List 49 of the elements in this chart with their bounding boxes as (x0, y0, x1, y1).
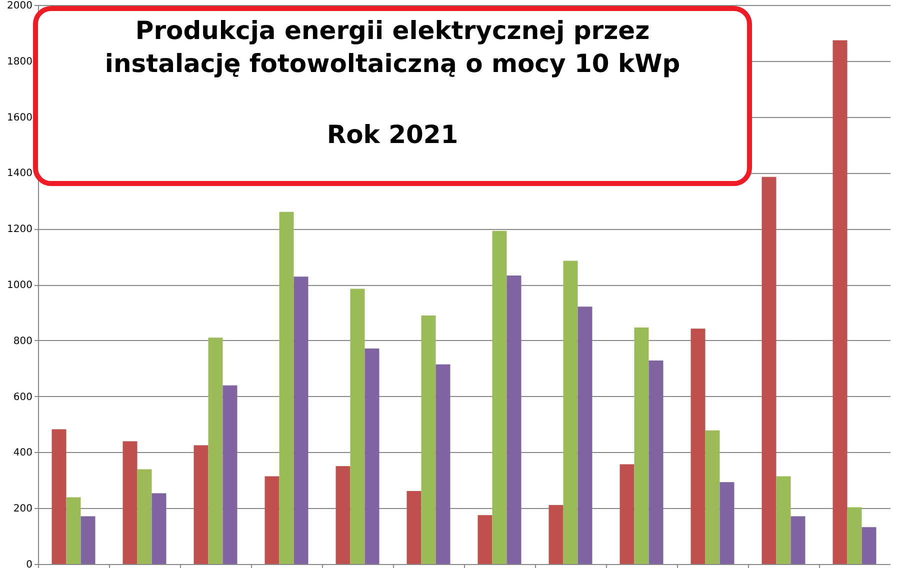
bar (122, 441, 138, 564)
bar (620, 464, 634, 564)
bar (137, 469, 152, 564)
bar (80, 516, 96, 564)
y-tick-label: 2000 (7, 0, 32, 12)
y-tick-label: 800 (13, 336, 32, 347)
bar (548, 505, 564, 564)
bar (634, 328, 649, 564)
bar (364, 348, 380, 564)
bar (421, 316, 436, 564)
y-tick-label: 1200 (7, 224, 32, 236)
bar (194, 445, 208, 564)
y-tick-label: 1800 (7, 56, 32, 68)
y-tick-label: 200 (13, 504, 32, 515)
y-tick-label: 0 (26, 560, 32, 568)
bar (478, 515, 492, 564)
text: Rok 2021 (326, 119, 460, 151)
bar (648, 360, 664, 564)
bar (264, 476, 280, 564)
text: Produkcja energii elektrycznej przez instalację fotowoltaiczną o mocy 10 kWp (104, 15, 682, 80)
y-tick-label: 1400 (7, 168, 32, 180)
bar (436, 364, 450, 564)
y-tick-label: 400 (13, 448, 32, 459)
bar (832, 40, 848, 564)
bar (776, 476, 791, 564)
bar (279, 212, 294, 564)
y-tick-label: 1000 (7, 280, 32, 291)
bar (563, 260, 578, 564)
bar (762, 176, 776, 564)
bar (406, 491, 422, 564)
bar (152, 493, 166, 564)
y-tick-label: 600 (13, 392, 32, 403)
bar (222, 385, 238, 564)
y-tick-label: 1600 (7, 112, 32, 124)
bar (294, 276, 308, 564)
bar (790, 516, 806, 564)
bar (336, 466, 350, 564)
bar (350, 288, 365, 564)
bar (847, 507, 862, 564)
bar (52, 429, 66, 564)
bar (690, 328, 706, 564)
bar (492, 230, 507, 564)
bar (208, 338, 223, 564)
bar (506, 276, 522, 564)
bar (720, 482, 734, 564)
bar (862, 527, 876, 564)
bar (578, 306, 592, 564)
bar (705, 430, 720, 564)
bar (66, 497, 81, 564)
